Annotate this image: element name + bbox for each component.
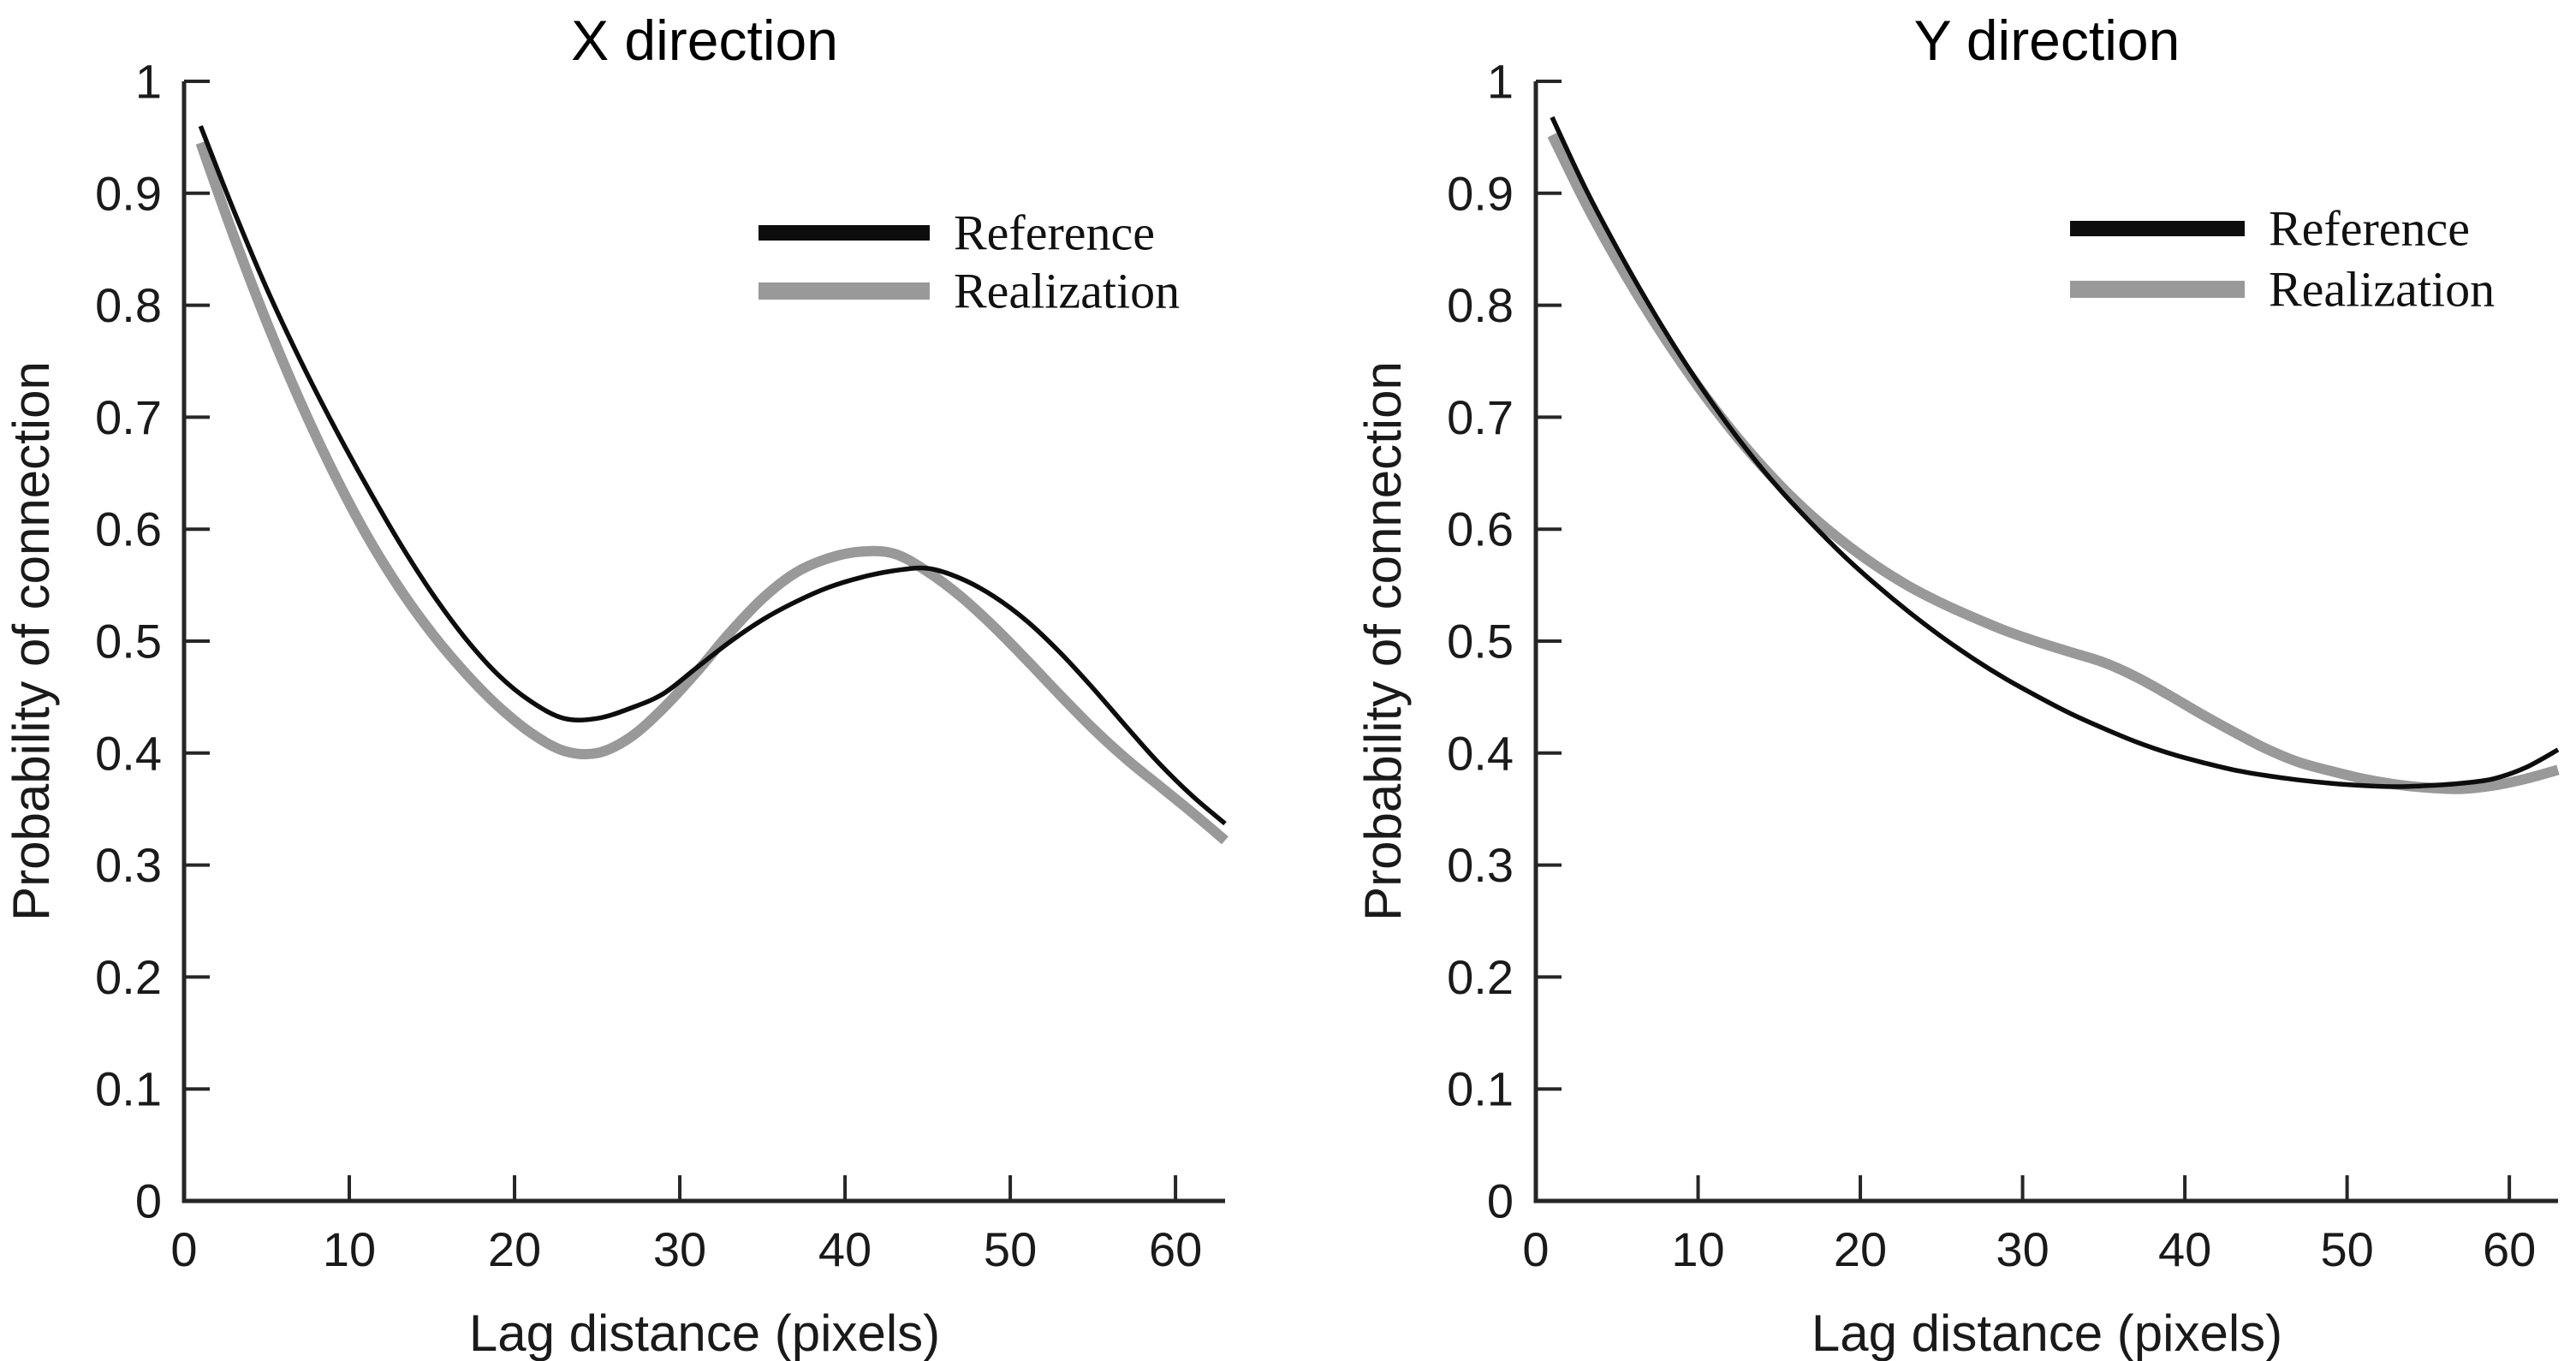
y-tick-label: 0.2 [95, 950, 162, 1004]
x-tick-label: 0 [1522, 1222, 1549, 1276]
legend-swatch-reference [2070, 221, 2245, 236]
y-tick-label: 0.2 [1447, 950, 1514, 1004]
y-tick-label: 0.5 [95, 615, 162, 669]
x-tick-label: 50 [984, 1222, 1037, 1276]
x-tick-label: 50 [2320, 1222, 2373, 1276]
y-tick-label: 0.7 [1447, 390, 1514, 444]
panel-y-direction: 0 10 20 30 40 50 60 0 0.1 0.2 0.3 0.4 0.5 0.6 0.7 0.8 0.… [1354, 9, 2560, 1361]
panel-title: X direction [571, 9, 838, 72]
y-tick-label: 0.1 [95, 1062, 162, 1116]
y-tick-label: 0.7 [95, 390, 162, 444]
x-tick-label: 30 [1996, 1222, 2049, 1276]
y-tick-label: 0.9 [1447, 166, 1514, 220]
x-tick-label: 60 [2483, 1222, 2536, 1276]
x-axis-label: Lag distance (pixels) [1812, 1305, 2282, 1361]
x-tick-label: 10 [1671, 1222, 1724, 1276]
legend-swatch-reference [759, 225, 930, 241]
axis-lines [1533, 81, 2558, 1204]
panel-title: Y direction [1914, 9, 2180, 72]
y-tick-label: 0.5 [1447, 615, 1514, 669]
y-tick-label: 0.9 [95, 166, 162, 220]
reference-line [1550, 116, 2560, 789]
y-tick-label: 0 [135, 1174, 162, 1228]
y-tick-label: 0.6 [95, 502, 162, 556]
y-axis-label: Probability of connection [3, 361, 60, 921]
x-tick-label: 30 [653, 1222, 706, 1276]
y-tick-label: 0.3 [95, 838, 162, 892]
legend-label-realization: Realization [954, 264, 1180, 319]
y-tick-label: 1 [1487, 55, 1514, 109]
legend: Reference Realization [759, 205, 1180, 319]
y-tick-label: 0.8 [95, 278, 162, 332]
x-tick-label: 20 [1834, 1222, 1887, 1276]
legend-label-reference: Reference [2269, 201, 2470, 257]
x-tick-label: 0 [170, 1222, 197, 1276]
y-tick-label: 0.4 [1447, 726, 1514, 780]
panel-x-direction: 0 10 20 30 40 50 60 0 0.1 0.2 0.3 0.4 0.5 0.6 0.7 0.8 0.… [3, 9, 1229, 1361]
realization-line [195, 140, 1229, 845]
reference-line [198, 125, 1227, 826]
y-tick-label: 0.1 [1447, 1062, 1514, 1116]
panel-1-plot: 0 10 20 30 40 50 60 0 0.1 0.2 0.3 0.4 0.5 0.6 0.7 0.8 0.… [1447, 55, 2560, 1276]
y-tick-label: 0.8 [1447, 278, 1514, 332]
legend-swatch-realization [759, 282, 930, 300]
x-tick-label: 10 [323, 1222, 376, 1276]
x-tick-label: 20 [488, 1222, 541, 1276]
y-tick-label: 1 [135, 55, 162, 109]
y-tick-label: 0.3 [1447, 838, 1514, 892]
legend: Reference Realization [2070, 201, 2495, 318]
y-tick-label: 0.6 [1447, 502, 1514, 556]
x-tick-label: 40 [2158, 1222, 2211, 1276]
legend-swatch-realization [2070, 281, 2245, 298]
y-tick-label: 0 [1487, 1174, 1514, 1228]
panel-0-plot: 0 10 20 30 40 50 60 0 0.1 0.2 0.3 0.4 0.5 0.6 0.7 0.8 0.… [95, 55, 1229, 1276]
legend-label-realization: Realization [2269, 262, 2495, 318]
axis-lines [181, 81, 1225, 1204]
x-tick-label: 40 [818, 1222, 872, 1276]
x-axis-label: Lag distance (pixels) [469, 1305, 940, 1361]
y-tick-label: 0.4 [95, 726, 162, 780]
legend-label-reference: Reference [954, 205, 1155, 261]
y-axis-label: Probability of connection [1354, 361, 1412, 921]
x-tick-label: 60 [1149, 1222, 1202, 1276]
